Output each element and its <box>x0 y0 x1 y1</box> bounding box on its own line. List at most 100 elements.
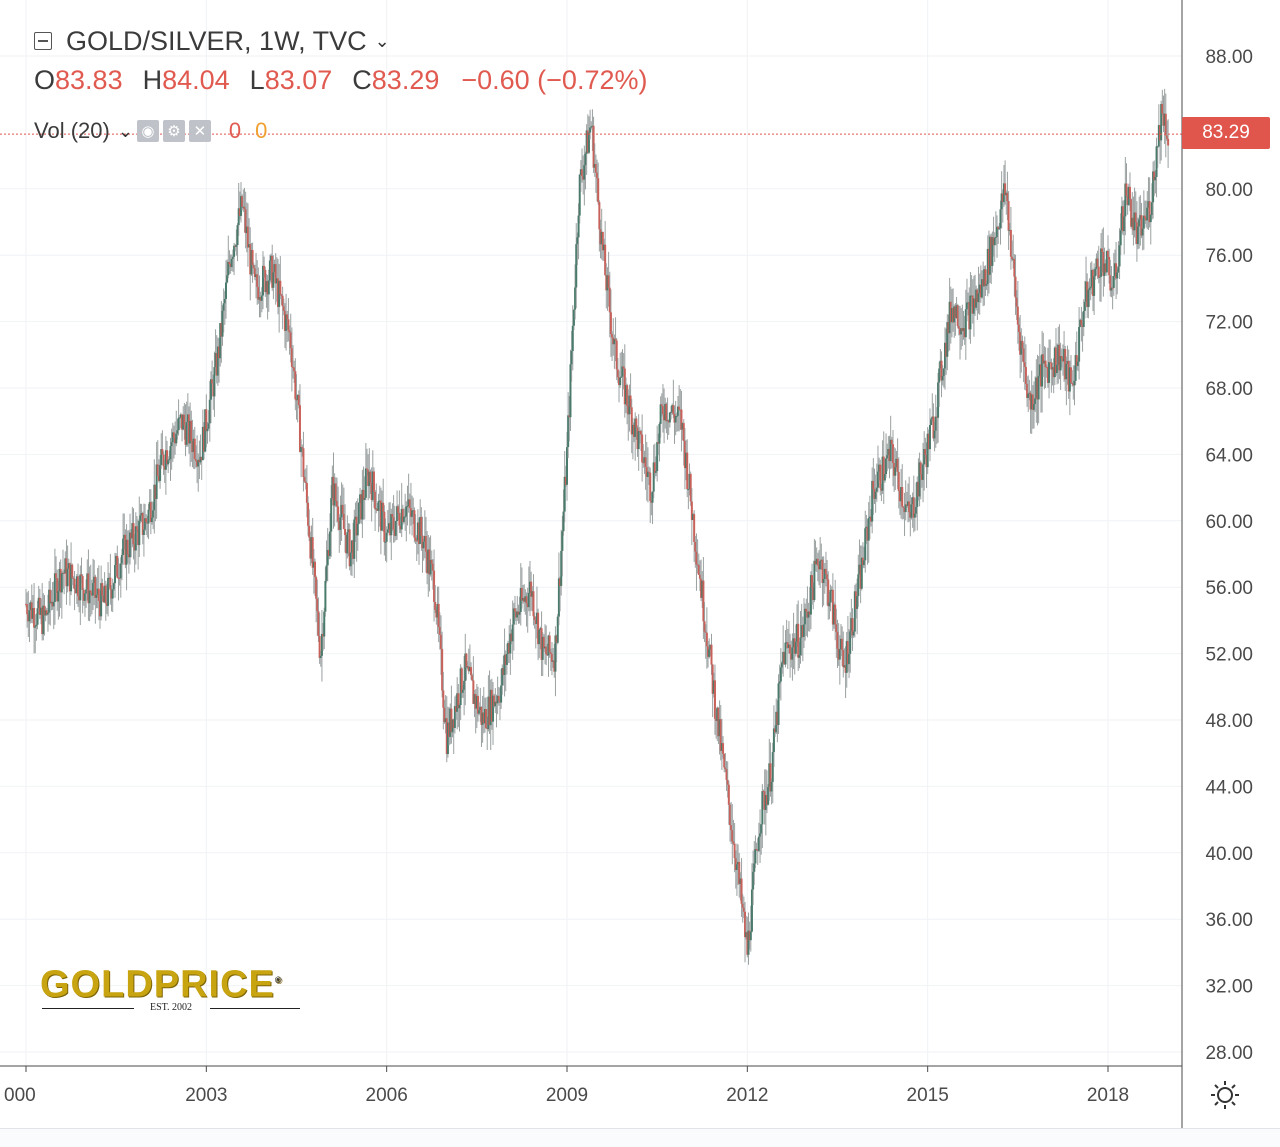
candle-up <box>423 535 426 542</box>
candle-up <box>1119 230 1122 246</box>
candle-up <box>325 565 328 581</box>
candle-up <box>561 531 564 551</box>
candle-up <box>153 484 156 511</box>
candle-down <box>498 700 501 703</box>
candle-up <box>48 589 51 613</box>
candle-down <box>679 409 682 411</box>
gear-icon[interactable]: ⚙ <box>162 120 185 142</box>
candle-down <box>1046 367 1049 383</box>
candle-down <box>605 275 608 291</box>
symbol-title[interactable]: GOLD/SILVER, 1W, TVC <box>66 25 367 56</box>
candle-up <box>779 667 782 682</box>
candle-up <box>1112 276 1115 288</box>
candle-up <box>227 261 230 276</box>
price-axis[interactable]: 88.00 80.00 76.00 72.00 68.00 64.00 60.00 56.00… <box>1205 47 1253 1064</box>
candle-down <box>194 459 197 462</box>
candle-up <box>518 611 521 615</box>
candle-down <box>1128 186 1131 200</box>
candle-up <box>377 501 380 511</box>
candle-down <box>27 614 30 622</box>
candle-down <box>127 554 130 558</box>
candle-down <box>74 589 77 594</box>
collapse-icon[interactable] <box>34 32 52 50</box>
candle-down <box>841 638 844 650</box>
candle-up <box>1073 380 1076 386</box>
candle-up <box>179 414 182 418</box>
candle-up <box>794 641 797 654</box>
candle-down <box>971 295 974 314</box>
candle-up <box>512 608 515 625</box>
symbol-row[interactable]: GOLD/SILVER, 1W, TVC ⌄ <box>34 22 648 60</box>
candle-up <box>972 298 975 314</box>
y-tick-label: 36.00 <box>1205 910 1253 931</box>
candle-up <box>813 560 816 600</box>
candle-down <box>266 281 269 295</box>
candle-down <box>927 433 930 450</box>
candle-down <box>744 911 747 938</box>
candle-down <box>45 610 48 615</box>
candle-down <box>437 603 440 627</box>
chevron-down-icon[interactable]: ⌄ <box>374 30 390 51</box>
candle-down <box>622 366 625 369</box>
candle-down <box>954 306 957 318</box>
settings-sun-icon[interactable] <box>1208 1078 1242 1112</box>
y-tick-label: 88.00 <box>1205 47 1253 68</box>
candle-down <box>220 323 223 337</box>
candle-down <box>460 668 463 693</box>
candle-up <box>310 537 313 559</box>
candle-down <box>360 494 363 520</box>
candle-up <box>750 889 753 932</box>
candle-up <box>461 689 464 693</box>
grid <box>0 0 1182 1066</box>
candle-down <box>861 557 864 566</box>
candle-up <box>838 649 841 660</box>
candle-up <box>405 506 408 517</box>
candle-up <box>67 563 70 569</box>
candle-up <box>656 442 659 472</box>
candle-down <box>504 654 507 665</box>
candle-down <box>715 718 718 721</box>
candle-up <box>95 594 98 598</box>
candle-down <box>334 483 337 502</box>
candle-up <box>272 272 275 288</box>
candle-up <box>333 483 336 506</box>
candle-up <box>406 506 409 508</box>
candle-up <box>152 510 155 518</box>
candle-up <box>151 517 154 523</box>
candle-down <box>956 305 959 327</box>
candle-down <box>680 409 683 430</box>
candle-up <box>637 430 640 450</box>
candle-up <box>737 861 740 865</box>
candle-up <box>100 583 103 617</box>
candle-down <box>635 418 638 428</box>
close-icon[interactable]: ✕ <box>188 120 211 142</box>
candle-up <box>475 695 478 709</box>
volume-label[interactable]: Vol (20) <box>34 118 110 143</box>
candle-up <box>1142 215 1145 229</box>
ohlc-row: O 83.83 H 84.04 L 83.07 C 83.29 −0.60 (−… <box>34 60 648 100</box>
candle-up <box>1131 217 1134 227</box>
candle-down <box>515 611 518 618</box>
y-tick-label: 44.00 <box>1205 777 1253 798</box>
candle-down <box>116 555 119 578</box>
candle-up <box>123 534 126 539</box>
candle-up <box>1157 125 1160 147</box>
candle-down <box>908 501 911 513</box>
candle-down <box>826 574 829 580</box>
eye-icon[interactable]: ◉ <box>136 120 159 142</box>
candle-up <box>539 628 542 631</box>
candle-down <box>486 728 489 730</box>
time-axis[interactable]: 000 2003 2006 2009 2012 2015 2018 <box>4 1066 1129 1106</box>
candle-up <box>577 215 580 238</box>
candle-down <box>389 523 392 536</box>
volume-chevron-down-icon[interactable]: ⌄ <box>117 120 133 141</box>
candle-down <box>246 226 249 248</box>
candle-up <box>170 442 173 447</box>
candle-up <box>875 487 878 492</box>
candle-up <box>384 541 387 543</box>
candle-down <box>1026 383 1029 398</box>
candle-up <box>147 509 150 524</box>
candle-up <box>138 521 141 546</box>
candle-up <box>1068 367 1071 392</box>
